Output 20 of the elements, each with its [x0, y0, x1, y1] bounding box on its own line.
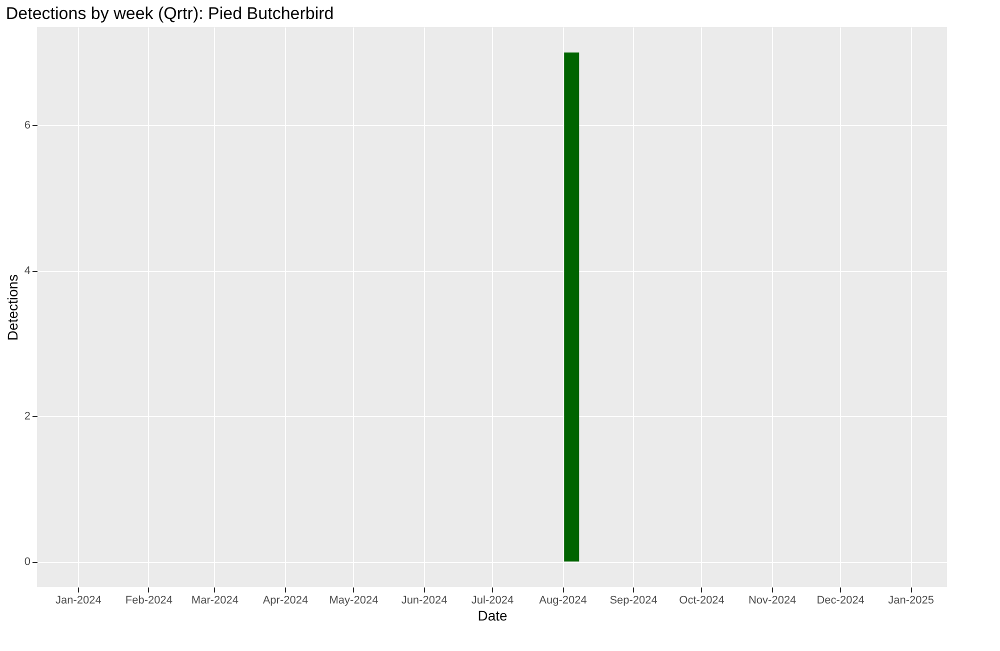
- y-tick-label: 2: [24, 410, 30, 423]
- x-tick-label: Oct-2024: [679, 594, 724, 606]
- x-tick-label: Jan-2025: [888, 594, 934, 606]
- x-tick-label: Nov-2024: [748, 594, 796, 606]
- x-tick-label: Jul-2024: [471, 594, 514, 606]
- y-axis-title: Detections: [4, 274, 20, 341]
- x-tick-label: Jun-2024: [401, 594, 448, 606]
- x-tick-label: Jan-2024: [56, 594, 102, 606]
- x-tick-label: Sep-2024: [610, 594, 658, 606]
- x-axis-title: Date: [478, 608, 508, 624]
- y-tick-label: 4: [24, 265, 30, 278]
- chart-title: Detections by week (Qrtr): Pied Butcherbird: [6, 4, 334, 23]
- y-tick-label: 0: [24, 556, 30, 568]
- x-tick-label: Feb-2024: [125, 594, 173, 606]
- x-tick-label: Apr-2024: [262, 594, 308, 606]
- x-tick-label: May-2024: [329, 594, 378, 606]
- x-tick-label: Aug-2024: [539, 594, 587, 606]
- y-tick-label: 6: [24, 120, 30, 132]
- x-tick-label: Mar-2024: [191, 594, 238, 606]
- x-tick-label: Dec-2024: [816, 594, 864, 606]
